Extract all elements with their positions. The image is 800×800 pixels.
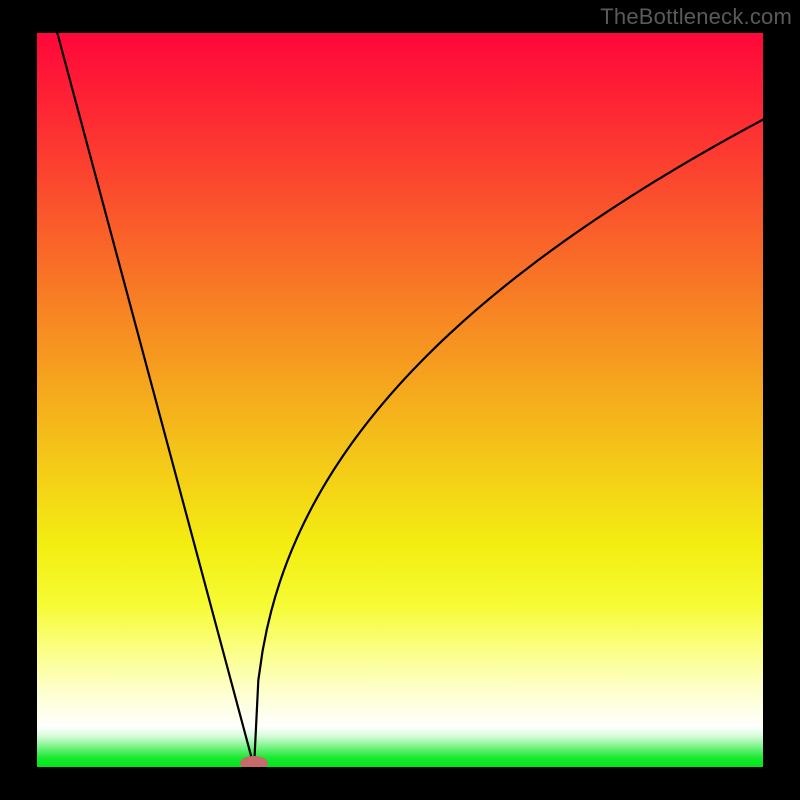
gradient-background	[37, 33, 763, 767]
plot-area	[37, 33, 763, 767]
minimum-marker	[240, 756, 268, 767]
watermark-label: TheBottleneck.com	[600, 4, 792, 30]
chart-canvas: TheBottleneck.com	[0, 0, 800, 800]
